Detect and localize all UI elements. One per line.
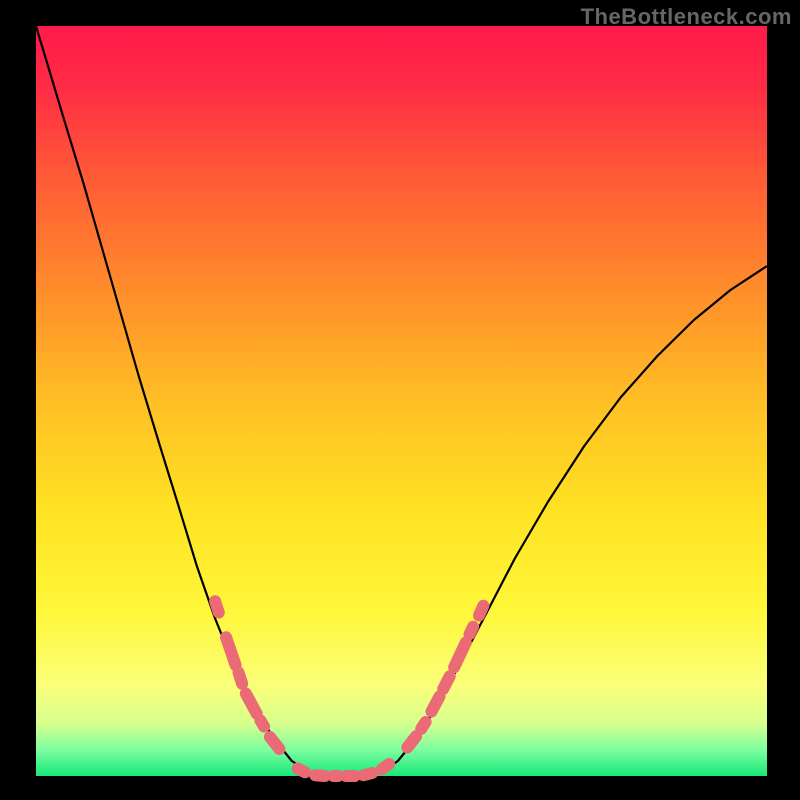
stage: TheBottleneck.com: [0, 0, 800, 800]
overlay-dash-2: [238, 673, 242, 684]
overlay-dash-18: [479, 606, 483, 616]
overlay-dash-6: [298, 769, 305, 773]
overlay-dash-5: [270, 737, 280, 749]
overlay-dash-11: [382, 764, 389, 769]
overlay-dash-12: [407, 736, 416, 747]
overlay-dash-10: [363, 773, 372, 775]
overlay-dash-17: [469, 627, 473, 635]
overlay-dash-4: [260, 721, 264, 727]
overlay-dash-15: [443, 676, 450, 689]
overlay-dash-13: [421, 722, 425, 729]
overlay-dash-7: [315, 775, 325, 776]
bottleneck-chart: [0, 0, 800, 800]
overlay-dash-0: [215, 601, 219, 612]
overlay-dash-14: [431, 697, 439, 712]
